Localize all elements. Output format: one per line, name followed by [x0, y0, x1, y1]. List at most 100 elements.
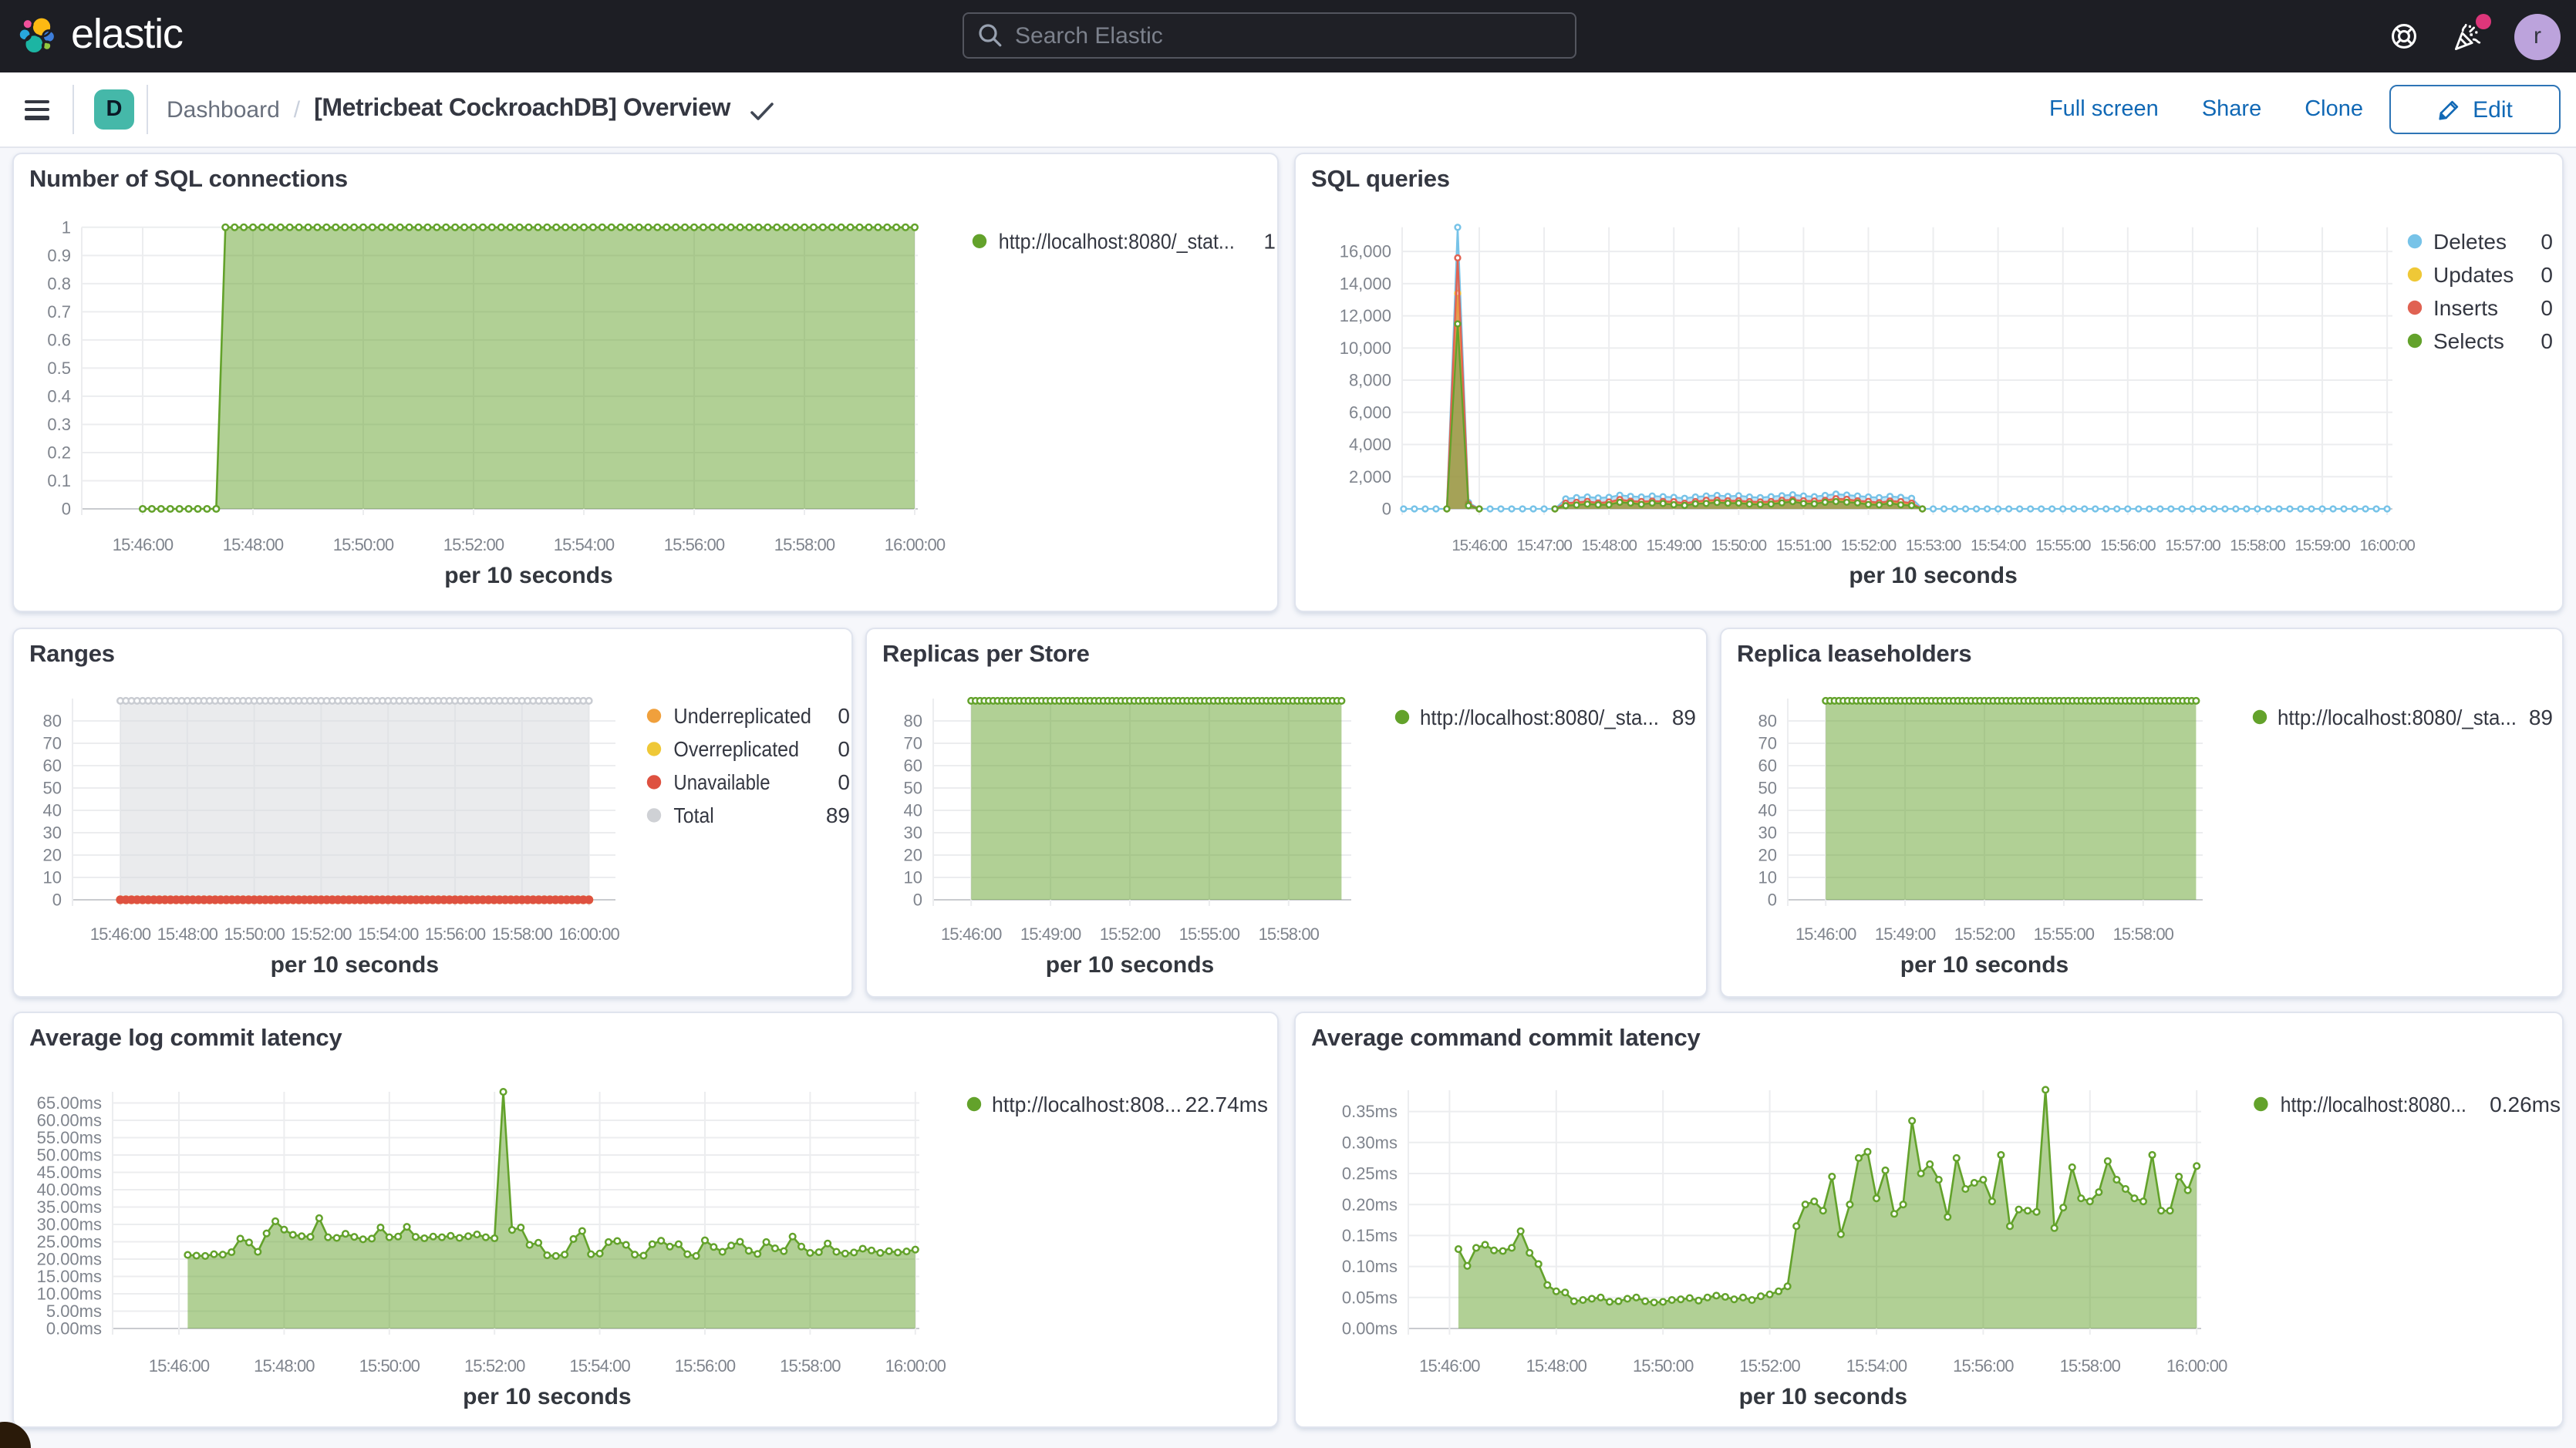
top-navbar: elastic	[0, 0, 2576, 72]
x-axis-title: per 10 seconds	[1046, 952, 1214, 978]
legend-row[interactable]: Overreplicated 0	[646, 737, 850, 761]
legend-row[interactable]: http://localhost:8080/_sta... 89	[1394, 705, 1696, 729]
legend-row[interactable]: Updates 0	[2407, 263, 2553, 287]
legend-row[interactable]: Selects 0	[2407, 329, 2553, 353]
y-tick-label: 65.00ms	[37, 1093, 102, 1113]
panel-title-replica-leaseholders[interactable]: Replica leaseholders	[1737, 641, 1972, 668]
y-tick-label: 50	[904, 779, 922, 798]
x-tick-label: 15:52:00	[291, 924, 352, 944]
newsfeed-button[interactable]	[2450, 13, 2491, 55]
dashboard-actions: Full screen Share Clone Edit	[2049, 85, 2576, 134]
x-tick-label: 15:49:00	[1875, 924, 1936, 944]
legend-row[interactable]: Underreplicated 0	[646, 704, 850, 728]
panel-title-sql-queries[interactable]: SQL queries	[1311, 167, 1450, 193]
chart-canvas-number-of-sql-connections[interactable]: 0 0.1 0.2 0.3 0.4 0.5 0.6 0.7 0.8 0.9 1 15:46:00 15:…	[14, 154, 1280, 614]
y-tick-label: 10	[43, 868, 62, 887]
y-tick-label: 10,000	[1340, 338, 1391, 358]
full-screen-button[interactable]: Full screen	[2048, 97, 2159, 122]
x-tick-label: 15:48:00	[1526, 1356, 1587, 1376]
y-tick-label: 10.00ms	[37, 1285, 102, 1304]
y-tick-label: 70	[1758, 734, 1777, 753]
panel-ranges: Ranges 0 10 20 30 40 50 60 70 80 15:46:00 15:48:00…	[12, 628, 853, 998]
y-tick-label: 30	[1758, 823, 1777, 843]
legend-row[interactable]: http://localhost:808... 22.74ms	[966, 1093, 1268, 1116]
panel-title-number-of-sql-connections[interactable]: Number of SQL connections	[29, 167, 348, 193]
y-tick-label: 30	[904, 823, 922, 843]
x-tick-label: 15:46:00	[113, 535, 174, 554]
x-tick-label: 15:50:00	[224, 924, 285, 944]
clone-button[interactable]: Clone	[2305, 97, 2363, 122]
y-tick-label: 2,000	[1349, 467, 1391, 487]
user-avatar[interactable]: r	[2514, 13, 2561, 59]
saved-check-icon	[750, 103, 773, 120]
help-button[interactable]	[2385, 18, 2422, 55]
x-tick-label: 15:55:00	[1179, 924, 1240, 944]
y-tick-label: 4,000	[1349, 435, 1391, 454]
y-tick-label: 0	[1768, 891, 1777, 910]
x-tick-label: 15:46:00	[941, 924, 1002, 944]
search-input[interactable]	[1003, 22, 1575, 49]
edit-button[interactable]: Edit	[2389, 85, 2561, 134]
global-search[interactable]	[963, 12, 1576, 59]
toolbar-divider	[147, 85, 148, 134]
x-tick-label: 16:00:00	[558, 924, 619, 944]
y-tick-label: 0.6	[47, 330, 71, 349]
chart-canvas-average-command-commit-latency[interactable]: 0.00ms 0.05ms 0.10ms 0.15ms 0.20ms 0.25ms 0.30…	[1296, 1013, 2565, 1429]
x-tick-label: 15:50:00	[359, 1356, 420, 1376]
elastic-wordmark: elastic	[71, 10, 184, 56]
x-tick-label: 16:00:00	[885, 535, 946, 554]
notification-dot	[2476, 13, 2491, 29]
y-tick-label: 0.8	[47, 274, 71, 293]
y-tick-label: 0.25ms	[1342, 1164, 1398, 1184]
x-tick-label: 15:58:00	[492, 924, 553, 944]
x-tick-label: 15:54:00	[1846, 1356, 1907, 1376]
legend-row[interactable]: http://localhost:8080/_stat... 1	[972, 230, 1276, 254]
x-tick-label: 15:52:00	[1100, 924, 1161, 944]
x-tick-label: 15:52:00	[464, 1356, 525, 1376]
x-tick-label: 15:56:00	[2100, 537, 2156, 554]
y-tick-label: 0.05ms	[1342, 1288, 1398, 1307]
y-tick-label: 60.00ms	[37, 1111, 102, 1130]
x-tick-label: 15:52:00	[1739, 1356, 1800, 1376]
x-tick-label: 15:49:00	[1647, 537, 1702, 554]
panel-title-average-command-commit-latency[interactable]: Average command commit latency	[1311, 1025, 1701, 1052]
chart-canvas-average-log-commit-latency[interactable]: 0.00ms5.00ms10.00ms15.00ms20.00ms25.00ms…	[14, 1013, 1280, 1429]
panel-title-replicas-per-store[interactable]: Replicas per Store	[882, 641, 1090, 668]
menu-hamburger-icon[interactable]	[25, 99, 49, 120]
legend-row[interactable]: http://localhost:8080... 0.26ms	[2254, 1093, 2561, 1116]
y-tick-label: 80	[43, 712, 62, 731]
legend-label: Underreplicated	[673, 704, 811, 728]
legend-value: 89	[2529, 705, 2553, 729]
breadcrumb-dashboard-link[interactable]: Dashboard	[167, 96, 280, 123]
y-tick-label: 40	[43, 801, 62, 820]
x-tick-label: 15:46:00	[90, 924, 151, 944]
chart-canvas-ranges[interactable]: 0 10 20 30 40 50 60 70 80 15:46:00 15:48:00 15:50:0…	[14, 629, 855, 999]
legend-row[interactable]: Deletes 0	[2407, 230, 2553, 254]
elastic-logo-link[interactable]: elastic	[19, 10, 184, 58]
y-tick-label: 0.30ms	[1342, 1133, 1398, 1152]
panel-title-ranges[interactable]: Ranges	[29, 641, 115, 668]
chart-canvas-replica-leaseholders[interactable]: 0 10 20 30 40 50 60 70 80 15:46:00 15:49:00 15:52:0…	[1721, 629, 2565, 999]
legend-row[interactable]: Unavailable 0	[646, 770, 850, 794]
dashboard-app-badge[interactable]: D	[94, 89, 134, 130]
x-tick-label: 15:46:00	[1452, 537, 1507, 554]
y-tick-label: 70	[904, 734, 922, 753]
share-button[interactable]: Share	[2201, 97, 2262, 122]
y-tick-label: 45.00ms	[37, 1163, 102, 1182]
legend-row[interactable]: Total 89	[646, 803, 850, 827]
legend-row[interactable]: http://localhost:8080/_sta... 89	[2252, 705, 2553, 729]
y-tick-label: 50	[1758, 779, 1777, 798]
y-tick-label: 25.00ms	[37, 1232, 102, 1251]
legend-row[interactable]: Inserts 0	[2407, 296, 2553, 320]
x-tick-label: 15:46:00	[149, 1356, 210, 1376]
x-tick-label: 15:48:00	[1581, 537, 1637, 554]
x-tick-label: 15:53:00	[1906, 537, 1961, 554]
panel-title-average-log-commit-latency[interactable]: Average log commit latency	[29, 1025, 342, 1052]
x-axis-title: per 10 seconds	[463, 1384, 631, 1409]
chart-canvas-replicas-per-store[interactable]: 0 10 20 30 40 50 60 70 80 15:46:00 15:49:00 15:52:0…	[867, 629, 1709, 999]
chart-canvas-sql-queries[interactable]: 0 2,000 4,000 6,000 8,000 10,000 12,000 14,000 1…	[1296, 154, 2565, 614]
y-tick-label: 0.15ms	[1342, 1226, 1398, 1245]
x-tick-label: 15:48:00	[157, 924, 218, 944]
y-tick-label: 0.00ms	[1342, 1319, 1398, 1339]
